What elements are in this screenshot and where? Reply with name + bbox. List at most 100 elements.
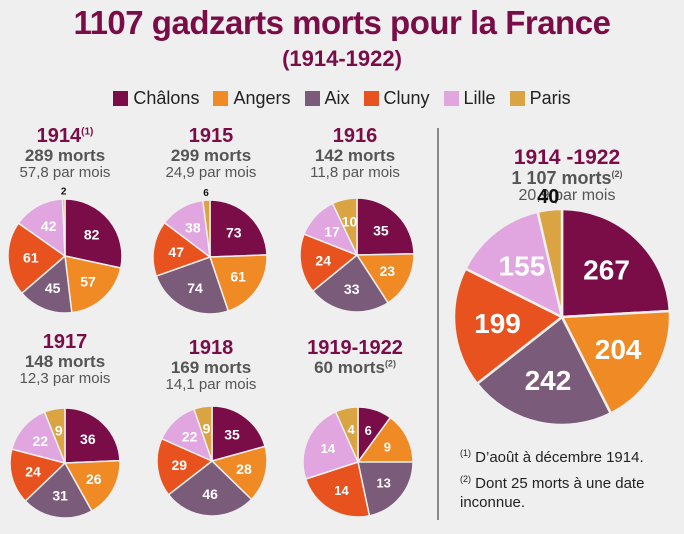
legend-label: Aix <box>324 88 350 108</box>
data-label-paris: 4 <box>348 422 356 437</box>
pie-slice-aix <box>155 256 230 315</box>
footnote-ref: (2) <box>611 169 623 180</box>
chart-year: 1919-1922 <box>307 337 403 359</box>
pie-slice-chalons <box>560 207 672 319</box>
legend-item-lille: Lille <box>443 88 496 109</box>
data-label-paris: 40 <box>537 186 559 208</box>
data-label-cluny: 61 <box>23 250 39 266</box>
chart-deaths: 1 107 morts(2) <box>511 168 623 189</box>
legend-item-cluny: Cluny <box>363 88 430 109</box>
data-label-angers: 204 <box>595 334 642 365</box>
pie-slice-chalons <box>356 197 415 256</box>
data-label-aix: 45 <box>45 280 61 296</box>
data-label-angers: 23 <box>379 263 395 279</box>
pie-slice-angers <box>355 252 415 304</box>
data-label-chalons: 73 <box>226 224 242 240</box>
footnote-ref: (2) <box>384 358 396 369</box>
chart-deaths: 169 morts <box>170 358 252 377</box>
chart-rate: 11,8 par mois <box>310 163 400 181</box>
pie-slice-paris <box>192 405 213 462</box>
pie-slice-lille <box>302 410 360 480</box>
chart-header-total: 1914 -1922 1 107 morts(2) 20,9 par mois <box>467 146 667 205</box>
data-label-angers: 28 <box>236 461 252 477</box>
data-label-cluny: 47 <box>168 244 184 260</box>
pie-slice-lille <box>10 410 67 465</box>
data-label-aix: 46 <box>202 486 218 502</box>
pie-slice-cluny <box>152 221 212 278</box>
legend-swatch <box>113 91 129 106</box>
data-label-paris: 9 <box>55 423 63 439</box>
data-label-chalons: 35 <box>373 223 389 239</box>
data-label-chalons: 6 <box>365 423 372 438</box>
legend-item-paris: Paris <box>509 88 571 109</box>
legend-item-angers: Angers <box>213 88 291 109</box>
data-label-aix: 31 <box>52 488 68 504</box>
pie-slice-paris <box>331 197 358 256</box>
chart-rate: 14,1 par mois <box>165 375 257 393</box>
data-label-lille: 17 <box>324 224 340 240</box>
chart-deaths: 289 morts <box>24 146 106 165</box>
data-label-angers: 9 <box>384 440 391 455</box>
pie-slice-lille <box>463 210 564 320</box>
footnote: (1) D’août à décembre 1914. <box>460 448 644 466</box>
pie-slice-cluny <box>304 461 371 518</box>
pie-slice-angers <box>64 255 122 314</box>
data-label-paris: 10 <box>342 214 358 230</box>
legend-item-aix: Aix <box>304 88 350 109</box>
column-divider <box>437 128 439 520</box>
chart-header-1917: 1917 148 morts 12,3 par mois <box>0 332 135 387</box>
pie-1919-1922: 69 13 14 14 4 <box>302 406 414 518</box>
legend-label: Angers <box>233 88 291 108</box>
legend-label: Lille <box>463 88 496 108</box>
legend-swatch <box>443 91 459 106</box>
pie-slice-chalons <box>209 199 268 258</box>
data-label-lille: 42 <box>41 218 57 234</box>
pie-slice-cluny <box>452 266 565 386</box>
chart-deaths: 60 morts(2) <box>314 358 396 377</box>
pie-slice-chalons <box>64 407 121 464</box>
pie-slice-cluny <box>299 233 359 293</box>
legend-swatch <box>363 91 379 106</box>
data-label-lille: 14 <box>321 441 336 456</box>
data-label-cluny: 24 <box>315 252 331 268</box>
data-label-lille: 22 <box>182 429 198 445</box>
data-label-chalons: 267 <box>583 254 630 285</box>
data-label-paris: 9 <box>203 420 211 436</box>
chart-header-1916: 1916 142 morts 11,8 par mois <box>285 126 425 181</box>
data-label-aix: 13 <box>376 475 390 490</box>
pie-slice-paris <box>536 207 564 318</box>
chart-deaths: 142 morts <box>314 146 396 165</box>
footnote: (2) Dont 25 morts à une date inconnue. <box>460 473 645 511</box>
pie-slice-aix <box>311 253 390 313</box>
legend-swatch <box>509 91 525 106</box>
legend-swatch <box>304 91 320 106</box>
pie-slice-aix <box>24 461 93 519</box>
data-label-angers: 61 <box>230 268 246 284</box>
data-label-paris: 6 <box>203 188 209 199</box>
pie-slice-paris <box>201 199 211 258</box>
chart-year: 1917 <box>42 331 88 353</box>
data-label-chalons: 82 <box>84 227 100 243</box>
data-label-angers: 57 <box>80 273 96 289</box>
data-label-lille: 38 <box>185 219 201 235</box>
legend: Châlons Angers Aix Cluny Lille Paris <box>0 88 684 109</box>
pie-slice-lille <box>17 198 66 258</box>
pie-slice-angers <box>210 445 268 501</box>
chart-header-1915: 1915 299 morts 24,9 par mois <box>141 126 281 181</box>
footnotes: (1) D’août à décembre 1914. (2) Dont 25 … <box>460 448 682 518</box>
footnote-ref: (1) <box>81 126 94 138</box>
data-label-lille: 155 <box>499 251 546 282</box>
data-label-chalons: 36 <box>80 431 96 447</box>
pie-slice-cluny <box>9 448 67 503</box>
chart-header-1919-1922: 1919-1922 60 morts(2) <box>285 338 425 377</box>
data-label-paris: 2 <box>61 187 67 198</box>
chart-rate: 12,3 par mois <box>19 369 111 387</box>
chart-year: 1916 <box>332 125 378 147</box>
pie-slice-angers <box>560 309 672 416</box>
pie-slice-aix <box>357 461 414 517</box>
data-label-chalons: 35 <box>224 427 240 443</box>
chart-rate: 57,8 par mois <box>19 163 111 181</box>
